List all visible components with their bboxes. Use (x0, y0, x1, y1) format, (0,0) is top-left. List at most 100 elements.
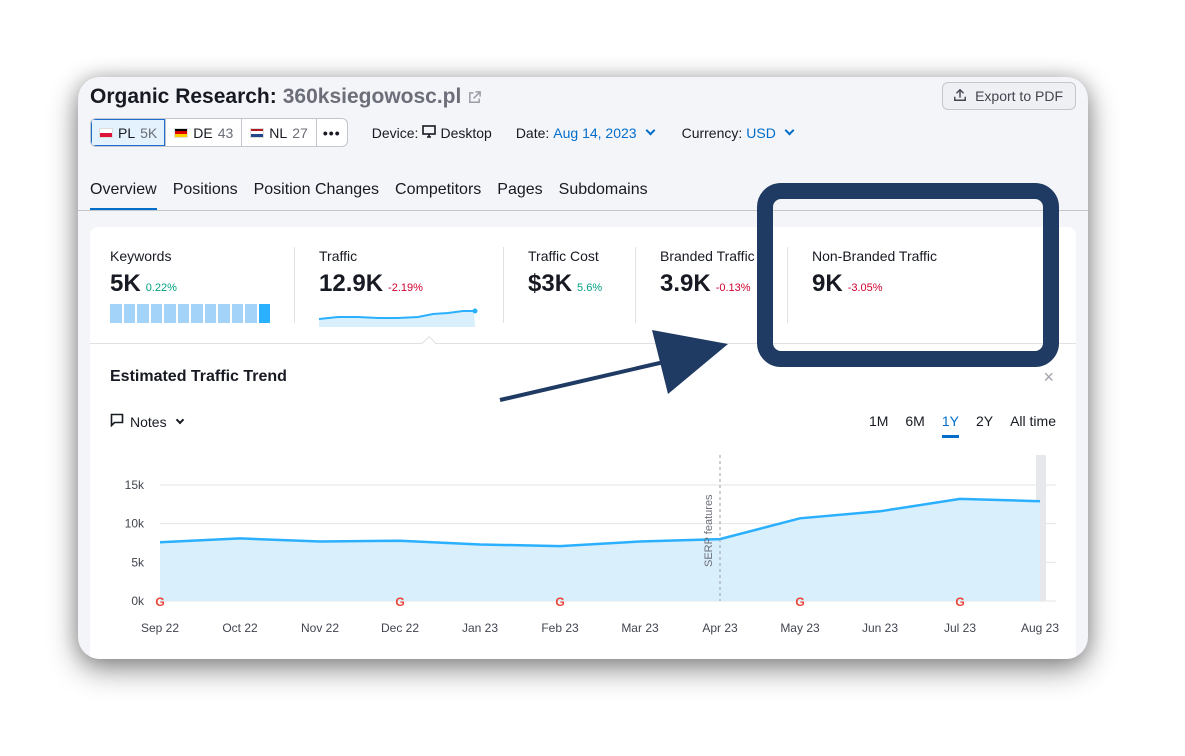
spark-bar (231, 304, 243, 323)
chevron-down-icon (645, 125, 656, 136)
google-update-icon: G (555, 595, 564, 609)
google-update-icon: G (395, 595, 404, 609)
tab-competitors[interactable]: Competitors (395, 181, 482, 198)
tab-subdomains[interactable]: Subdomains (558, 181, 648, 198)
current-period-band (1036, 455, 1046, 601)
x-tick-label: Jun 23 (862, 621, 898, 635)
tab-positions[interactable]: Positions (172, 181, 238, 198)
y-tick-label: 10k (125, 517, 145, 531)
x-tick-label: Mar 23 (621, 621, 659, 635)
annotation-label: SERP features (703, 494, 715, 567)
spark-bar (110, 304, 122, 323)
currency-label: Currency: (681, 124, 743, 141)
x-tick-label: Dec 22 (381, 621, 419, 635)
more-databases-button[interactable]: ••• (322, 124, 341, 141)
database-code: NL (269, 124, 288, 141)
device-filter[interactable]: Device: Desktop (372, 125, 492, 141)
upload-icon (953, 88, 967, 105)
x-tick-label: Aug 23 (1021, 621, 1059, 635)
external-link-icon[interactable] (467, 90, 482, 105)
google-update-icon: G (955, 595, 964, 609)
metric-label: Traffic (319, 248, 358, 264)
traffic-metric[interactable]: Traffic 12.9K -2.19% (319, 248, 423, 298)
metric-label: Branded Traffic (660, 248, 755, 264)
keywords-metric[interactable]: Keywords 5K 0.22% (110, 248, 177, 298)
date-value: Aug 14, 2023 (553, 124, 637, 141)
metric-delta: 5.6% (577, 282, 603, 294)
traffic-sparkline (318, 308, 478, 327)
tab-position-changes[interactable]: Position Changes (253, 181, 380, 198)
x-tick-label: Feb 23 (541, 621, 579, 635)
metric-value: 5K (110, 270, 141, 297)
metric-divider (787, 247, 788, 323)
metric-divider (503, 247, 504, 323)
device-label: Device: (371, 124, 419, 141)
x-tick-label: Apr 23 (702, 621, 738, 635)
metric-value: $3K (528, 270, 573, 297)
tab-overview[interactable]: Overview (90, 181, 157, 211)
keywords-sparkbars (110, 304, 270, 323)
metric-delta: -0.13% (715, 282, 751, 294)
metric-delta: 0.22% (145, 282, 177, 294)
database-code: DE (193, 124, 213, 141)
germany-flag-icon (174, 127, 189, 138)
spark-bar (245, 304, 257, 323)
tab-pages[interactable]: Pages (497, 181, 543, 198)
spark-bar (150, 304, 162, 323)
date-filter[interactable]: Date: Aug 14, 2023 (516, 125, 658, 141)
database-count: 5K (140, 124, 158, 141)
traffic-trend-chart: 0k 5k 10k 15k SERP features Sep 22 Oct 22 Nov 2… (125, 455, 1059, 635)
metric-label: Non-Branded Traffic (812, 248, 938, 264)
period-1m[interactable]: 1M (868, 413, 889, 429)
spark-bar (218, 304, 230, 323)
traffic-cost-metric[interactable]: Traffic Cost $3K 5.6% (528, 248, 602, 298)
period-all-time[interactable]: All time (1010, 413, 1056, 429)
desktop-icon (422, 124, 437, 141)
non-branded-traffic-metric[interactable]: Non-Branded Traffic 9K -3.05% (812, 248, 937, 298)
metric-divider (294, 247, 295, 323)
period-2y[interactable]: 2Y (975, 413, 994, 429)
spark-bar (258, 304, 270, 323)
traffic-area (160, 498, 1040, 601)
domain-link[interactable]: 360ksiegowosc.pl (282, 85, 462, 108)
metric-label: Traffic Cost (528, 248, 599, 264)
metric-value: 12.9K (319, 270, 384, 297)
chevron-down-icon (175, 415, 184, 424)
metric-value: 3.9K (660, 270, 711, 297)
device-value: Desktop (440, 124, 492, 141)
y-tick-label: 5k (131, 555, 145, 569)
database-pl-button[interactable]: PL 5K (91, 119, 167, 146)
currency-value: USD (746, 124, 776, 141)
overview-panel: Keywords 5K 0.22% Traffic 12.9K -2.19% Tra… (90, 227, 1076, 659)
spark-bar (177, 304, 189, 323)
notes-label: Notes (130, 413, 167, 430)
tabs-divider (78, 210, 1088, 211)
google-update-icon: G (155, 595, 164, 609)
currency-filter[interactable]: Currency: USD (682, 125, 797, 141)
close-icon[interactable]: × (1043, 367, 1054, 387)
database-de-button[interactable]: DE 43 (166, 119, 243, 146)
period-6m[interactable]: 6M (905, 413, 925, 429)
chevron-down-icon (784, 125, 795, 136)
period-1y[interactable]: 1Y (941, 413, 959, 438)
spark-bar (191, 304, 203, 323)
date-label: Date: (515, 124, 550, 141)
database-nl-button[interactable]: NL 27 (242, 119, 317, 146)
export-to-pdf-button[interactable]: Export to PDF (942, 82, 1076, 110)
notes-dropdown[interactable]: Notes (110, 413, 184, 430)
spark-bar (137, 304, 149, 323)
y-tick-label: 15k (125, 478, 145, 492)
trend-title: Estimated Traffic Trend (110, 368, 287, 385)
metric-label: Keywords (110, 248, 172, 264)
spark-bar (164, 304, 176, 323)
poland-flag-icon (99, 127, 113, 138)
x-tick-label: Oct 22 (222, 621, 258, 635)
x-tick-label: Jan 23 (462, 621, 498, 635)
title-row: Organic Research: 360ksiegowosc.pl (90, 85, 482, 109)
spark-bar (123, 304, 135, 323)
metric-delta: -2.19% (388, 282, 423, 294)
metrics-divider (90, 343, 1076, 344)
branded-traffic-metric[interactable]: Branded Traffic 3.9K -0.13% (660, 248, 755, 298)
organic-research-card: Organic Research: 360ksiegowosc.pl Expor… (78, 77, 1088, 659)
period-selector: 1M 6M 1Y 2Y All time (869, 413, 1056, 438)
